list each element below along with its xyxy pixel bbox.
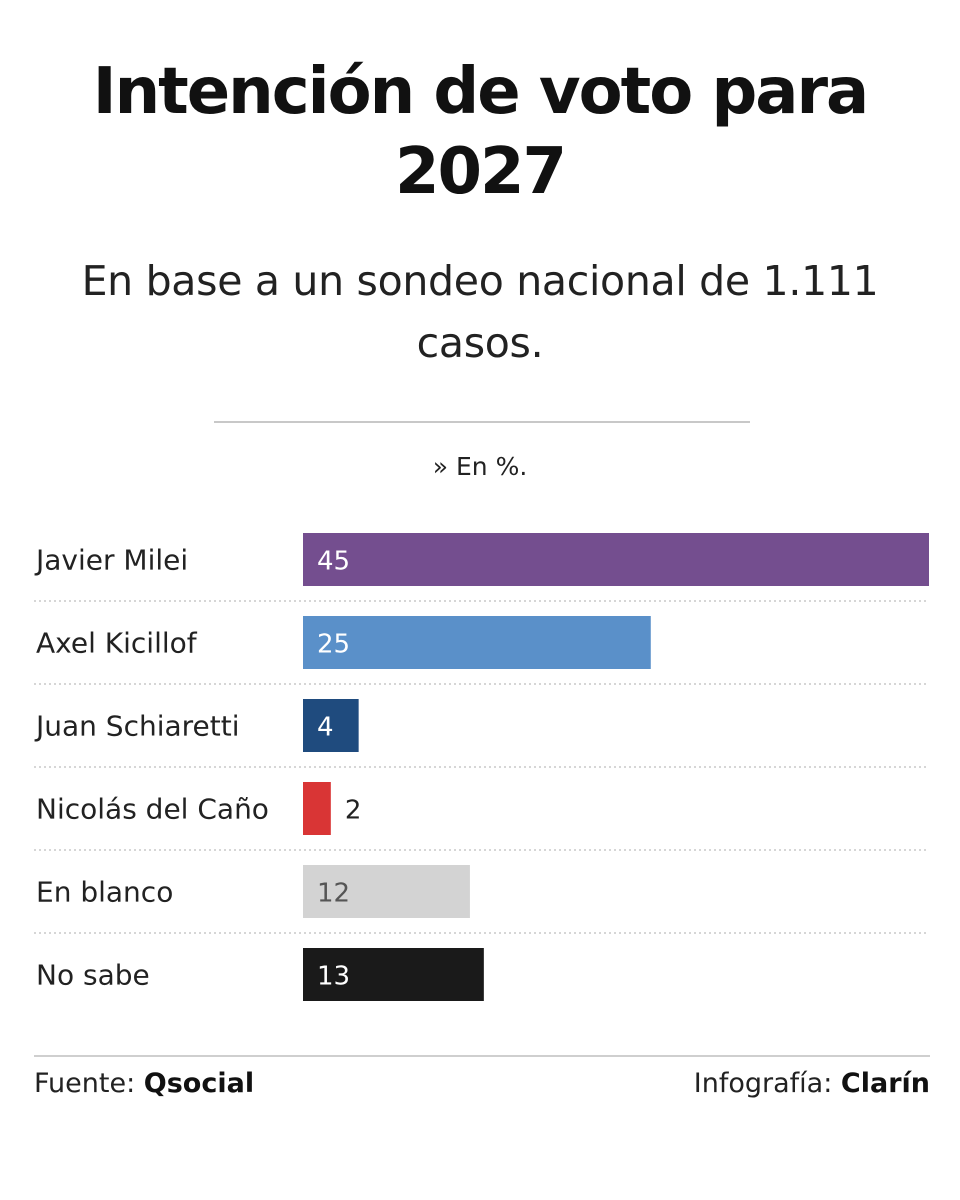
category-label-juan-schiaretti: Juan Schiaretti — [34, 710, 240, 743]
bar-javier-milei — [303, 533, 929, 586]
value-label-axel-kicillof: 25 — [317, 630, 350, 660]
value-label-javier-milei: 45 — [317, 547, 350, 577]
credit-name: Clarín — [840, 1068, 930, 1099]
category-label-javier-milei: Javier Milei — [34, 544, 188, 577]
chart-subtitle-line-2: casos. — [416, 319, 544, 367]
chart-subtitle: En base a un sondeo nacional de 1.111 ca… — [0, 250, 960, 374]
category-label-nicolas-del-cano: Nicolás del Caño — [36, 793, 269, 826]
footer-divider — [34, 1055, 930, 1057]
header-divider — [214, 421, 750, 423]
category-label-en-blanco: En blanco — [36, 876, 173, 909]
category-label-axel-kicillof: Axel Kicillof — [36, 627, 198, 660]
unit-note: » En %. — [432, 452, 528, 481]
chart-title-line-1: Intención de voto para — [92, 55, 869, 129]
bar-no-sabe — [303, 948, 484, 1001]
chart-title-line-2: 2027 — [394, 135, 567, 209]
source-name: Qsocial — [143, 1068, 255, 1099]
chart-subtitle-line-1: En base a un sondeo nacional de 1.111 — [81, 257, 879, 305]
bar-en-blanco — [303, 865, 470, 918]
value-label-juan-schiaretti: 4 — [317, 713, 334, 743]
chart-title: Intención de voto para 2027 — [0, 52, 960, 212]
bar-axel-kicillof — [303, 616, 651, 669]
source-credit: Fuente: Qsocial — [34, 1068, 254, 1099]
category-label-no-sabe: No sabe — [36, 959, 150, 992]
bar-juan-schiaretti — [303, 699, 359, 752]
value-label-en-blanco: 12 — [317, 879, 350, 909]
source-prefix: Fuente: — [34, 1068, 136, 1099]
infographic-credit: Infografía: Clarín — [694, 1068, 930, 1099]
bar-nicolas-del-cano — [303, 782, 331, 835]
credit-prefix: Infografía: — [693, 1068, 833, 1099]
value-label-no-sabe: 13 — [317, 962, 350, 992]
value-label-nicolas-del-cano: 2 — [345, 796, 362, 826]
